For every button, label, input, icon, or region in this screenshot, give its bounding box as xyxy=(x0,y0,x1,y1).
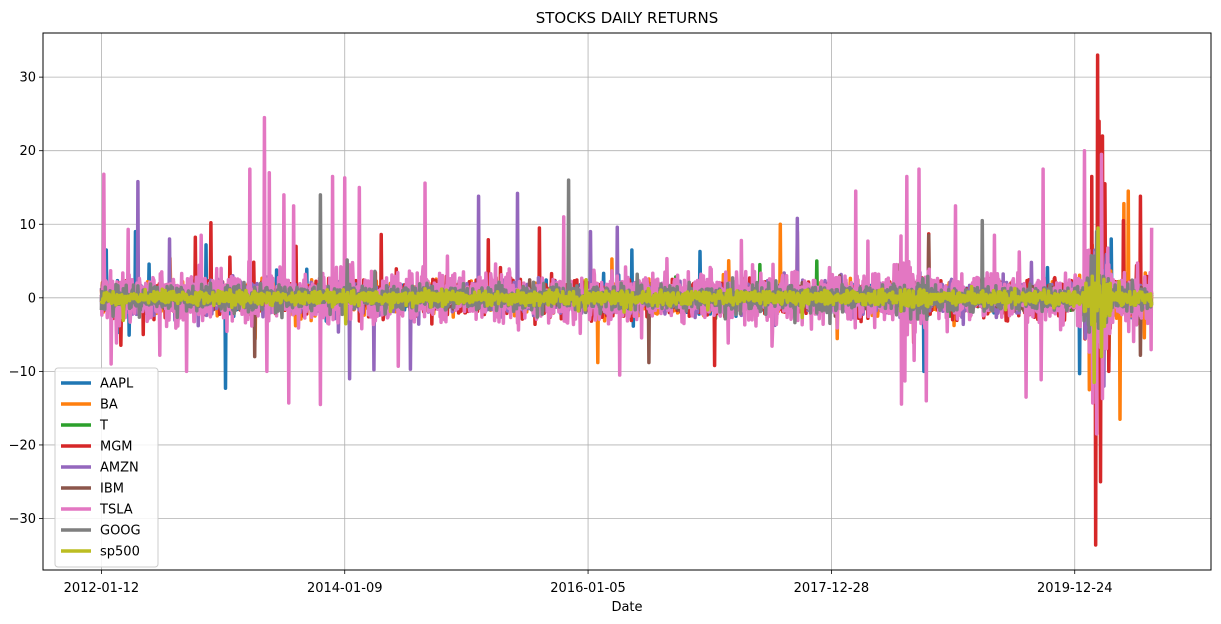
legend-frame xyxy=(54,367,159,568)
legend-label-mgm: MGM xyxy=(100,440,133,455)
legend-label-aapl: AAPL xyxy=(100,377,134,392)
y-tick-label: 10 xyxy=(19,218,36,233)
legend-label-ibm: IBM xyxy=(100,482,124,497)
legend-label-t: T xyxy=(99,419,108,434)
x-axis-label: Date xyxy=(611,600,642,615)
x-tick-label: 2012-01-12 xyxy=(64,581,140,596)
legend-label-amzn: AMZN xyxy=(100,461,139,476)
y-tick-label: −30 xyxy=(9,512,36,527)
chart-title: STOCKS DAILY RETURNS xyxy=(536,9,719,27)
x-tick-label: 2017-12-28 xyxy=(794,581,870,596)
x-tick-label: 2019-12-24 xyxy=(1037,581,1113,596)
y-tick-label: −20 xyxy=(9,438,36,453)
legend-label-tsla: TSLA xyxy=(99,503,133,518)
series-line-sp500 xyxy=(99,226,1154,385)
legend-label-ba: BA xyxy=(100,398,118,413)
y-tick-label: 0 xyxy=(28,291,36,306)
y-tick-label: 20 xyxy=(19,144,36,159)
legend-label-sp500: sp500 xyxy=(100,545,140,560)
x-tick-label: 2016-01-05 xyxy=(550,581,626,596)
y-tick-label: −10 xyxy=(9,365,36,380)
legend-label-goog: GOOG xyxy=(100,524,141,539)
x-tick-label: 2014-01-09 xyxy=(307,581,383,596)
y-tick-label: 30 xyxy=(19,71,36,86)
legend: AAPL BA T MGM AMZN IBM TSLA GOOG sp500 xyxy=(54,367,159,568)
